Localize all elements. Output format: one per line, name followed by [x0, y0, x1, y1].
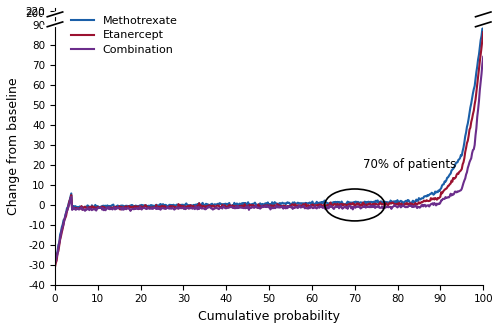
Combination	[470, 148, 476, 152]
Text: 70% of patients: 70% of patients	[364, 158, 456, 171]
Methotrexate	[307, 201, 313, 205]
Combination	[307, 206, 313, 210]
Methotrexate	[52, 260, 58, 264]
Legend: Methotrexate, Etanercept, Combination: Methotrexate, Etanercept, Combination	[69, 14, 180, 57]
Etanercept	[284, 205, 290, 209]
Methotrexate	[480, 23, 486, 27]
Etanercept	[403, 203, 409, 207]
Etanercept	[258, 205, 264, 209]
Combination	[480, 55, 486, 59]
Line: Combination: Combination	[55, 57, 483, 263]
Combination	[52, 261, 58, 265]
Etanercept	[480, 30, 486, 34]
Etanercept	[52, 265, 58, 269]
Etanercept	[470, 112, 476, 116]
Line: Methotrexate: Methotrexate	[55, 25, 483, 262]
Methotrexate	[256, 203, 262, 207]
Combination	[256, 206, 262, 210]
Combination	[258, 206, 264, 210]
X-axis label: Cumulative probability: Cumulative probability	[198, 310, 340, 323]
Methotrexate	[258, 202, 264, 206]
Etanercept	[307, 204, 313, 208]
Combination	[403, 205, 409, 209]
Etanercept	[256, 202, 262, 206]
Y-axis label: Change from baseline: Change from baseline	[7, 78, 20, 215]
Methotrexate	[403, 199, 409, 203]
Methotrexate	[470, 91, 476, 95]
Methotrexate	[284, 201, 290, 205]
Combination	[284, 205, 290, 209]
Line: Etanercept: Etanercept	[55, 32, 483, 267]
